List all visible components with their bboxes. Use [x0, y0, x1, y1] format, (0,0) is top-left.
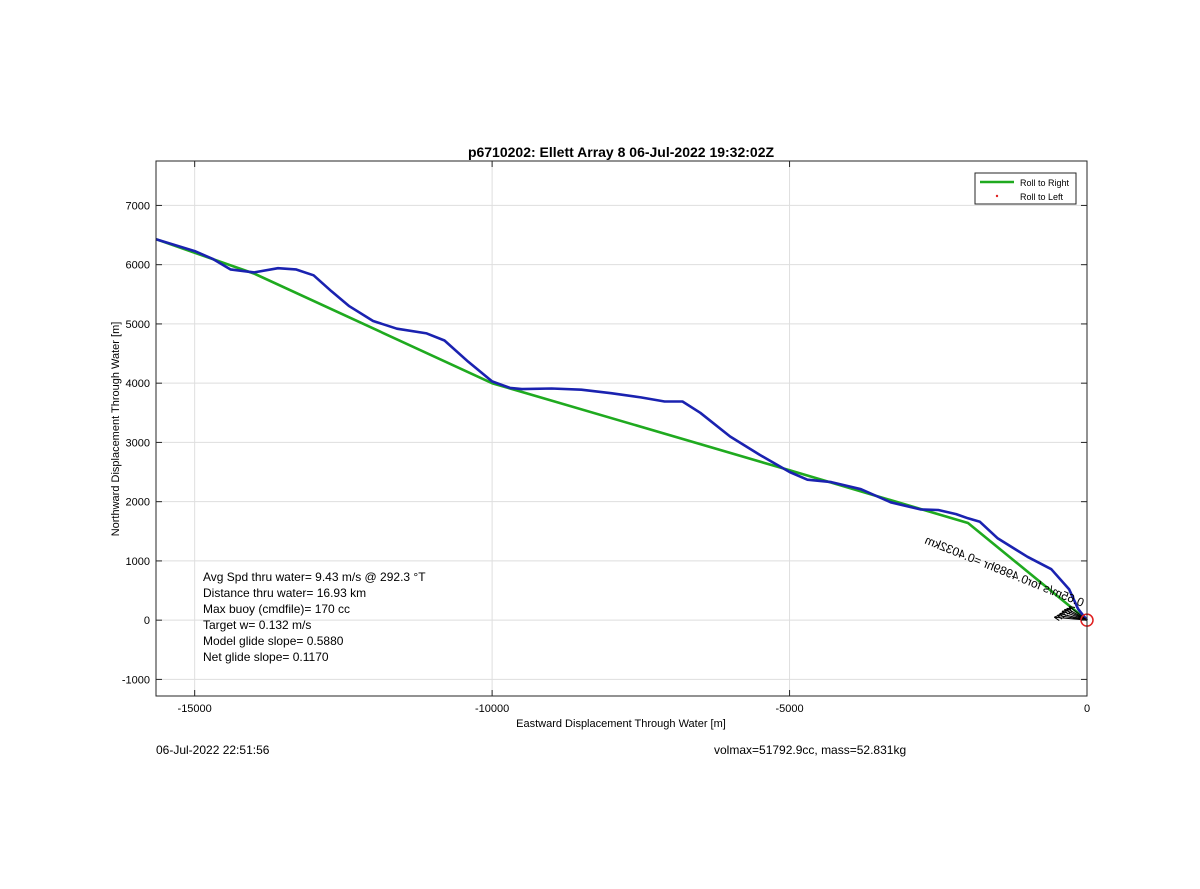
- y-axis-label: Northward Displacement Through Water [m]: [110, 322, 122, 537]
- grid: [156, 161, 1088, 696]
- plot-lines: 0.65m/s for0.4989hr =0.4032km: [155, 237, 1094, 627]
- y-tick-label: -1000: [122, 674, 150, 686]
- current-vector-head: [1068, 606, 1076, 613]
- x-tick-label: -5000: [775, 703, 803, 715]
- y-tick-label: 2000: [126, 497, 150, 509]
- y-tick-label: 3000: [126, 437, 150, 449]
- y-tick-label: 6000: [126, 260, 150, 272]
- stats-line: Target w= 0.132 m/s: [203, 618, 311, 632]
- x-axis-label: Eastward Displacement Through Water [m]: [516, 718, 726, 730]
- current-label: 0.65m/s for0.4989hr =0.4032km: [923, 533, 1086, 610]
- current-vector: [1068, 606, 1088, 621]
- x-tick-label: -15000: [178, 703, 212, 715]
- y-tick-label: 0: [144, 615, 150, 627]
- legend-label: Roll to Right: [1020, 178, 1070, 188]
- stats-line: Max buoy (cmdfile)= 170 cc: [203, 602, 350, 616]
- legend-marker: [995, 194, 999, 198]
- y-tick-label: 1000: [126, 556, 150, 568]
- series-line-roll-to-right: [155, 237, 1088, 622]
- y-tick-label: 4000: [126, 378, 150, 390]
- legend: Roll to Right Roll to Left: [974, 172, 1077, 205]
- stats-line: Model glide slope= 0.5880: [203, 634, 344, 648]
- axes-box: [155, 160, 1088, 697]
- series-line-track: [155, 237, 1089, 622]
- stats-annotations: Avg Spd thru water= 9.43 m/s @ 292.3 °T D…: [203, 570, 426, 664]
- legend-label: Roll to Left: [1020, 192, 1064, 202]
- stats-line: Distance thru water= 16.93 km: [203, 586, 366, 600]
- y-tick-label: 5000: [126, 319, 150, 331]
- y-tick-label: 7000: [126, 200, 150, 212]
- ticks: -15000 -10000 -5000 0-100001000200030004000…: [122, 161, 1090, 715]
- footer-volmax-mass: volmax=51792.9cc, mass=52.831kg: [714, 743, 907, 757]
- stats-line: Avg Spd thru water= 9.43 m/s @ 292.3 °T: [203, 570, 426, 584]
- stats-line: Net glide slope= 0.1170: [203, 650, 329, 664]
- x-tick-label: 0: [1084, 703, 1090, 715]
- x-tick-label: -10000: [475, 703, 509, 715]
- current-vector: [1059, 613, 1088, 621]
- footer-timestamp: 06-Jul-2022 22:51:56: [156, 743, 270, 757]
- legend-box: [974, 172, 1077, 205]
- chart-title: p6710202: Ellett Array 8 06-Jul-2022 19:…: [468, 144, 775, 160]
